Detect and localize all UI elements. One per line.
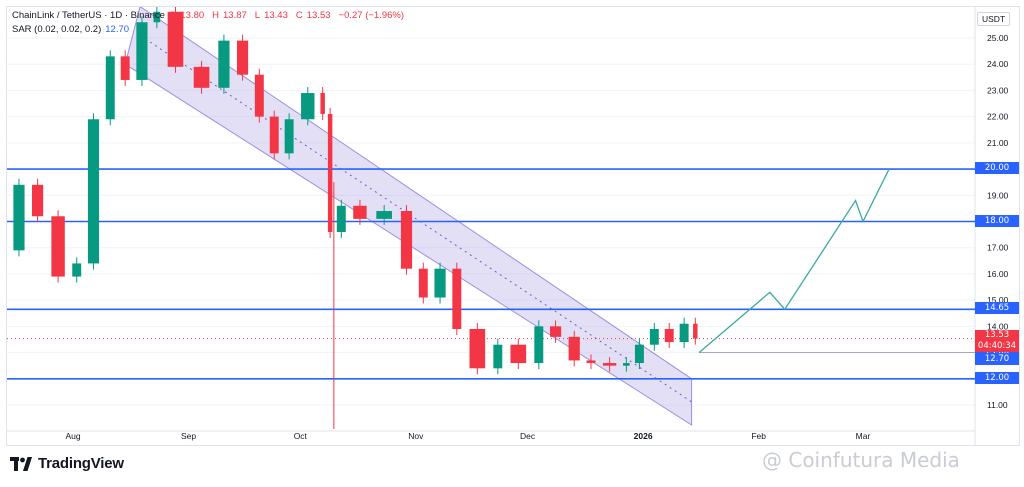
candle-body — [493, 344, 503, 369]
candle-body — [87, 119, 100, 264]
candle-body — [167, 11, 184, 67]
tradingview-icon — [10, 456, 32, 471]
forecast-path — [698, 168, 890, 354]
candle-body — [623, 363, 630, 366]
candle-body — [568, 336, 580, 361]
close-value: 13.53 — [306, 10, 331, 21]
last-price-tag: 13.53 04:40:34 — [975, 329, 1019, 352]
y-tick-label: 17.00 — [987, 243, 1009, 253]
y-tick-label: 22.00 — [987, 112, 1009, 122]
candle-body — [679, 323, 689, 343]
chart-area[interactable]: Aug Sep Oct Nov Dec 2026 Feb Mar 25.00 24.00 23.00… — [6, 6, 1020, 446]
y-tick-label: 25.00 — [987, 33, 1009, 43]
candle-body — [136, 22, 148, 80]
candle-body — [664, 328, 674, 343]
candle-body — [72, 263, 82, 277]
x-tick-label: Feb — [751, 431, 766, 441]
candle-body — [534, 326, 544, 364]
candle-body — [120, 56, 130, 80]
candle-body — [105, 56, 115, 120]
price-tag-label: 14.65 — [975, 302, 1019, 315]
close-label: C — [295, 10, 303, 21]
bar-countdown: 04:40:34 — [977, 340, 1017, 351]
tradingview-wordmark: TradingView — [38, 455, 124, 472]
candle-body — [218, 40, 230, 88]
legend-indicator: SAR (0.02, 0.02, 0.2) 12.70 — [12, 24, 133, 35]
channel-midline — [139, 34, 692, 403]
x-tick-label: Mar — [856, 431, 871, 441]
x-tick-label: Oct — [294, 431, 308, 441]
y-tick-label: 24.00 — [987, 59, 1009, 69]
price-chart[interactable]: Aug Sep Oct Nov Dec 2026 Feb Mar 25.00 24.00 23.00… — [7, 7, 1019, 445]
y-tick-label: 11.00 — [987, 400, 1008, 410]
low-label: L — [254, 10, 261, 21]
x-tick-label: 2026 — [634, 431, 653, 441]
candle-body — [510, 344, 527, 364]
high-value: 13.87 — [223, 10, 247, 21]
candle-body — [634, 344, 644, 364]
y-tick-label: 16.00 — [987, 269, 1009, 279]
high-label: H — [212, 10, 220, 21]
currency-selector[interactable]: USDT — [977, 12, 1011, 26]
candle-body — [236, 40, 249, 75]
open-label: O — [168, 10, 177, 21]
y-tick-label: 14.00 — [987, 321, 1009, 331]
open-value: 13.80 — [180, 10, 205, 21]
candle-body — [469, 328, 486, 369]
candle-body — [51, 216, 65, 277]
candle-body — [586, 360, 596, 364]
candle-body — [327, 114, 333, 232]
candle-body — [254, 74, 264, 117]
tradingview-logo[interactable]: TradingView — [10, 455, 124, 472]
candle-body — [452, 268, 462, 329]
candle-body — [13, 184, 25, 251]
y-tick-label: 15.00 — [987, 295, 1009, 305]
y-tick-label: 19.00 — [987, 190, 1009, 200]
x-tick-label: Dec — [520, 431, 536, 441]
change-value: −0.27 (−1.96%) — [338, 10, 405, 21]
watermark: @ Coinfutura Media — [762, 448, 960, 472]
candle-body — [549, 326, 562, 337]
candle-body — [434, 268, 446, 298]
low-value: 13.43 — [264, 10, 288, 21]
candle-body — [602, 363, 617, 366]
price-tag-label: 20.00 — [975, 162, 1019, 175]
indicator-value: 12.70 — [105, 24, 130, 35]
price-tag-label: 18.00 — [975, 214, 1019, 227]
candle-body — [320, 93, 325, 115]
candle-body — [32, 184, 44, 217]
candle-body — [400, 211, 413, 269]
indicator-label[interactable]: SAR (0.02, 0.02, 0.2) — [12, 24, 102, 35]
candle-body — [153, 11, 161, 23]
symbol-label[interactable]: ChainLink / TetherUS · 1D · Binance — [12, 10, 165, 21]
candle-body — [269, 116, 279, 154]
candle-body — [376, 211, 392, 219]
candle-body — [353, 205, 367, 219]
candle-body — [693, 323, 698, 339]
candle-body — [193, 66, 210, 88]
last-price-value: 13.53 — [984, 329, 1010, 340]
candle-body — [649, 328, 659, 345]
candle-body — [418, 268, 428, 298]
y-tick-label: 21.00 — [987, 138, 1009, 148]
candle-body — [336, 205, 346, 232]
x-tick-label: Sep — [181, 431, 196, 441]
x-tick-label: Aug — [65, 431, 80, 441]
candle-body — [284, 119, 294, 154]
price-tag-label: 12.00 — [975, 371, 1019, 384]
x-tick-label: Nov — [408, 431, 424, 441]
legend-ohlc: ChainLink / TetherUS · 1D · Binance O 13.8… — [12, 10, 408, 21]
candle-body — [301, 93, 315, 120]
price-tag-label: 12.70 — [975, 353, 1019, 366]
y-tick-label: 23.00 — [987, 85, 1009, 95]
